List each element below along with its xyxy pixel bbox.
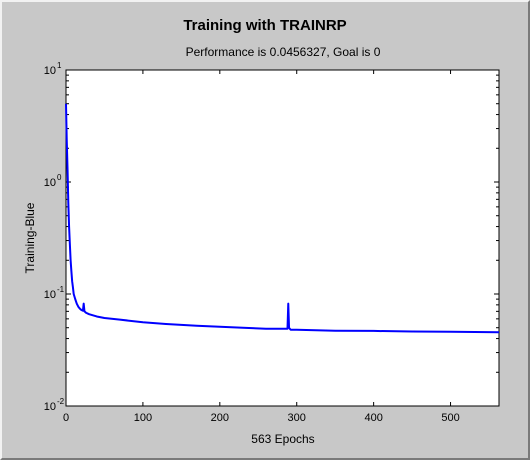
x-axis-label: 563 Epochs: [251, 432, 314, 446]
y-axis-label: Training-Blue: [23, 202, 37, 273]
series-layer: [65, 103, 500, 334]
y-tick-label: 10: [44, 289, 56, 301]
y-tick-label: 10: [44, 401, 56, 413]
x-tick-label: 100: [134, 412, 152, 424]
x-tick-label: 300: [288, 412, 306, 424]
x-tick-label: 500: [441, 412, 459, 424]
x-tick-label: 0: [63, 412, 69, 424]
y-tick-exponent: 0: [57, 173, 62, 182]
chart-subtitle: Performance is 0.0456327, Goal is 0: [186, 45, 381, 59]
chart-title: Training with TRAINRP: [183, 17, 346, 34]
y-tick-exponent: 1: [57, 61, 62, 70]
y-tick-label: 10: [44, 177, 56, 189]
x-tick-label: 400: [364, 412, 382, 424]
training-series-line: [65, 103, 500, 334]
plot-area: [65, 69, 500, 407]
y-tick-exponent: -2: [57, 397, 65, 406]
y-tick-label: 10: [44, 65, 56, 77]
x-tick-label: 200: [211, 412, 229, 424]
y-tick-exponent: -1: [57, 285, 65, 294]
x-axis: 0 100 200 300 400 500: [63, 70, 460, 424]
